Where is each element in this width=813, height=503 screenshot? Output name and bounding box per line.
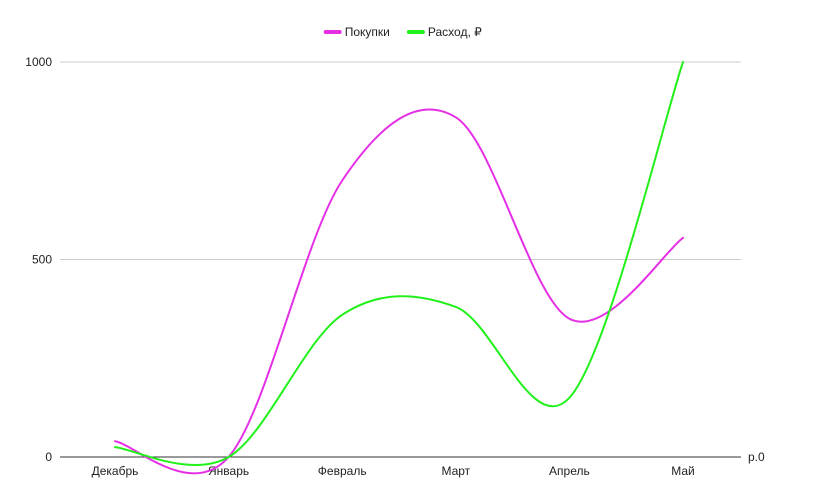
- series-line-1: [114, 61, 684, 466]
- x-tick-label: Май: [671, 464, 695, 478]
- x-tick-label: Декабрь: [92, 464, 139, 478]
- legend[interactable]: Покупки Расход, ₽: [323, 25, 482, 39]
- x-tick-label: Апрель: [549, 464, 590, 478]
- series-lines: [114, 61, 684, 475]
- legend-label: Покупки: [345, 25, 390, 39]
- x-tick-label: Февраль: [318, 464, 367, 478]
- y-tick-label: 1000: [25, 55, 52, 69]
- axes: 0 500 1000 р.0 Декабрь Январь Февраль Март Апрел…: [25, 55, 765, 478]
- x-tick-label: Март: [441, 464, 470, 478]
- legend-label: Расход, ₽: [428, 25, 482, 39]
- y-tick-label: 0: [45, 450, 52, 464]
- gridlines: [60, 61, 741, 260]
- x-tick-label: Январь: [208, 464, 249, 478]
- secondary-axis-label: р.0: [748, 450, 765, 464]
- legend-item[interactable]: Расход, ₽: [406, 25, 482, 39]
- y-tick-label: 500: [32, 253, 52, 267]
- series-line-0: [114, 108, 684, 475]
- legend-item[interactable]: Покупки: [323, 25, 390, 39]
